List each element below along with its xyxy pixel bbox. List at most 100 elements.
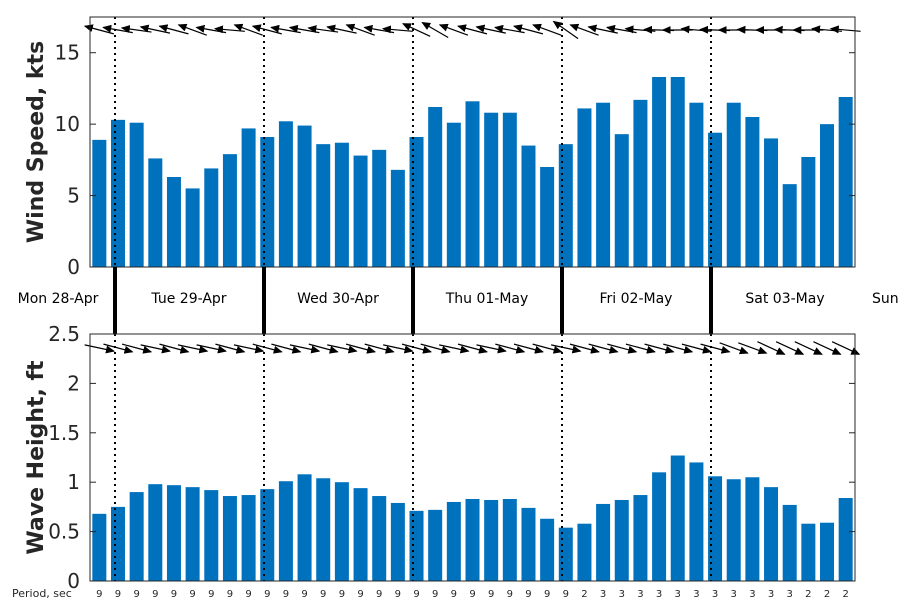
wind-bar <box>689 102 704 268</box>
wave-direction-arrow <box>700 343 731 354</box>
wind-direction-arrow <box>139 24 171 34</box>
period-value: 9 <box>413 589 419 600</box>
wave-direction-arrow <box>140 344 171 354</box>
day-label: Tue 29-Apr <box>150 291 226 307</box>
wave-bar <box>801 523 816 581</box>
wave-direction-arrow <box>588 343 619 354</box>
period-value: 9 <box>189 589 195 600</box>
period-row: Period, sec 9 9 9 9 9 9 9 9 9 9 9 9 9 9 9 9 9 9 9 9 9 9 9 9 9 9 2 3 3… <box>12 587 849 600</box>
period-value: 3 <box>600 589 606 600</box>
period-value: 2 <box>842 589 848 600</box>
wind-bar <box>204 168 219 267</box>
wave-direction-arrow <box>457 343 488 354</box>
period-value: 9 <box>227 589 233 600</box>
wind-bar <box>540 167 555 267</box>
day-label: Mon 28-Apr <box>18 291 99 307</box>
wind-bar <box>838 97 853 267</box>
wave-bar <box>745 477 760 581</box>
period-value: 3 <box>637 589 643 600</box>
wind-bar <box>801 157 816 267</box>
wave-bar <box>241 495 256 581</box>
wave-direction-arrow <box>607 343 638 354</box>
wave-bar <box>92 513 107 581</box>
period-value: 9 <box>264 589 270 600</box>
wind-direction-arrow <box>552 20 579 40</box>
wave-ytick-label: 2 <box>67 371 80 395</box>
wind-direction-arrow <box>83 24 114 35</box>
wave-bar <box>614 499 629 581</box>
wave-direction-arrow <box>271 343 302 354</box>
wind-bar <box>558 144 573 267</box>
wind-direction-arrow <box>438 23 469 36</box>
wind-bar <box>745 117 760 267</box>
wave-direction-arrow <box>215 343 246 354</box>
wave-direction-arrow <box>383 344 414 354</box>
wind-direction-arrow <box>457 24 488 35</box>
wind-bar <box>670 77 685 267</box>
period-value: 3 <box>749 589 755 600</box>
wind-direction-arrow <box>158 24 189 35</box>
wind-bar <box>260 137 275 267</box>
wind-direction-arrow <box>195 24 227 34</box>
wave-ytick-label: 2.5 <box>48 322 80 346</box>
wind-direction-arrow <box>569 23 599 36</box>
wave-bar <box>297 474 312 581</box>
wave-direction-arrow <box>308 343 339 354</box>
wave-bar <box>521 507 536 581</box>
wave-direction-arrow <box>401 343 432 354</box>
wind-bar <box>110 119 125 267</box>
wind-bar <box>390 169 405 267</box>
wave-direction-arrow <box>327 344 358 354</box>
wind-bar <box>316 144 331 267</box>
period-value: 3 <box>619 589 625 600</box>
wave-bar <box>838 498 853 581</box>
wave-direction-arrow <box>364 343 395 354</box>
wind-bar <box>166 177 181 267</box>
period-value: 9 <box>152 589 158 600</box>
period-value: 9 <box>395 589 401 600</box>
wind-bar <box>92 139 107 267</box>
wave-bar <box>726 479 741 581</box>
wave-bar <box>110 506 125 581</box>
wave-direction-arrow <box>476 344 507 354</box>
wave-direction-arrow <box>495 343 526 354</box>
wave-direction-arrow <box>177 344 209 354</box>
wind-bar <box>465 101 480 267</box>
wind-bar <box>409 137 424 267</box>
period-value: 9 <box>320 589 326 600</box>
wave-bar <box>260 489 275 581</box>
wave-bar <box>409 510 424 581</box>
wind-ytick-label: 5 <box>67 184 80 208</box>
wave-direction-arrow <box>681 343 712 354</box>
wave-direction-arrow <box>775 341 805 355</box>
wind-direction-arrow <box>233 23 263 36</box>
wind-bar <box>446 122 461 268</box>
period-value: 9 <box>301 589 307 600</box>
period-value: 3 <box>731 589 737 600</box>
wind-bar <box>596 102 611 268</box>
wind-ytick-label: 10 <box>55 112 80 136</box>
wind-bar <box>428 107 443 267</box>
wind-bar <box>129 122 144 268</box>
wave-bar <box>670 455 685 581</box>
period-value: 2 <box>824 589 830 600</box>
wave-direction-arrow <box>252 343 283 354</box>
period-value: 9 <box>283 589 289 600</box>
period-value: 3 <box>712 589 718 600</box>
wave-direction-arrow <box>196 344 227 354</box>
wind-bar <box>726 102 741 268</box>
wave-bar <box>316 478 331 581</box>
period-value: 9 <box>432 589 438 600</box>
wind-direction-arrow <box>421 21 449 39</box>
period-value: 3 <box>787 589 793 600</box>
day-label: Fri 02-May <box>600 291 673 307</box>
wind-bar <box>652 77 667 267</box>
period-value: 9 <box>245 589 251 600</box>
period-value: 9 <box>544 589 550 600</box>
wave-ytick-label: 1 <box>67 470 80 494</box>
period-value: 3 <box>693 589 699 600</box>
wave-direction-arrow <box>738 342 768 355</box>
period-value: 9 <box>507 589 513 600</box>
